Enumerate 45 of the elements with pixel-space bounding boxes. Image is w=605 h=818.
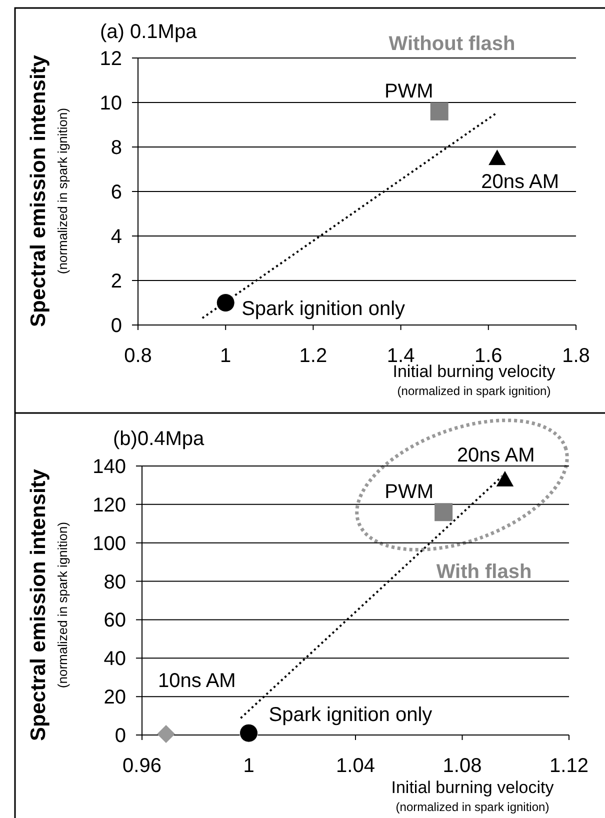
y-tick-label: 6	[110, 182, 122, 204]
annotation: PWM	[384, 481, 434, 504]
annotation: Spark ignition only	[242, 298, 406, 320]
y-axis-title: Spectral emission intensity (normalized in spark ignition)	[27, 468, 70, 741]
point	[434, 503, 453, 522]
annotation: 20ns AM	[481, 171, 559, 194]
y-tick-label: 10	[100, 92, 122, 114]
y-tick-label: 2	[110, 270, 122, 292]
annotation: 10ns AM	[158, 670, 236, 692]
y-tick-label: 20	[104, 686, 126, 709]
y-tick-label: 60	[104, 610, 126, 632]
y-tick-label: 12	[100, 48, 122, 70]
chart-title: (a) 0.1Mpa	[100, 21, 198, 43]
y-tick-label: 0	[114, 725, 126, 747]
y-tick-label: 120	[92, 494, 126, 516]
x-tick-label: 1.08	[442, 755, 482, 777]
y-tick-label: 140	[92, 456, 126, 478]
chart-title: (b)0.4Mpa	[113, 428, 206, 450]
point	[157, 725, 176, 744]
x-tick-label: 1.04	[336, 755, 375, 777]
point	[488, 148, 506, 166]
y-tick-label: 80	[104, 571, 126, 594]
x-axis-title: Initial burning velocity (normalized in spark ignition)	[391, 778, 554, 814]
x-tick-label: 1.8	[562, 345, 590, 367]
x-tick-label: 0.96	[122, 755, 162, 777]
x-tick-label: 1	[220, 345, 232, 367]
annotation: Spark ignition only	[268, 704, 432, 726]
annotation: 20ns AM	[456, 444, 535, 466]
y-tick-label: 100	[92, 532, 126, 555]
text: Without flash	[388, 33, 516, 55]
point	[496, 470, 514, 487]
y-tick-label: 0	[110, 315, 122, 337]
x-tick-label: 1	[243, 755, 254, 777]
y-tick-label: 4	[110, 226, 122, 248]
point	[430, 102, 448, 120]
x-tick-label: 0.8	[124, 345, 152, 367]
point	[216, 294, 235, 312]
annotation: With flash	[436, 561, 532, 583]
annotation: PWM	[384, 80, 434, 102]
y-tick-label: 40	[104, 648, 126, 670]
x-tick-label: 1.2	[299, 345, 328, 367]
y-axis-title: Spectral emission intensity (normalized in spark ignition)	[27, 54, 70, 327]
point	[240, 724, 258, 742]
x-tick-label: 1.12	[550, 755, 588, 777]
y-tick-label: 8	[110, 137, 122, 159]
